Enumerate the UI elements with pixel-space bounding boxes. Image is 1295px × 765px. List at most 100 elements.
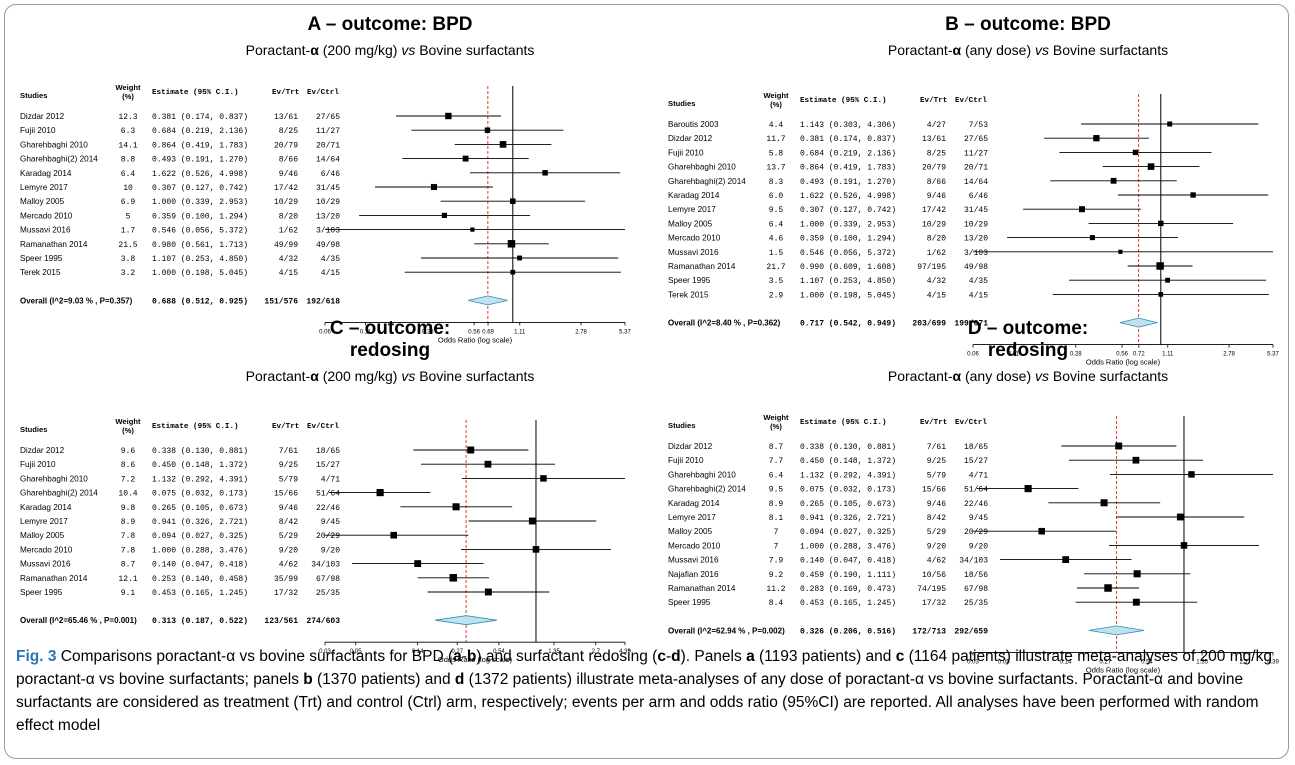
- header-weight: Weight: [115, 83, 141, 92]
- panel-title: D – outcome:: [967, 318, 1089, 339]
- events-ctrl: 4/15: [321, 269, 340, 278]
- events-trt: 35/99: [274, 575, 298, 584]
- forest-panel-b: B – outcome: BPD Poractant-α (any dose) …: [668, 12, 1283, 367]
- study-label: Karadag 2014: [668, 499, 720, 508]
- point-estimate-square: [517, 255, 523, 261]
- point-estimate-square: [1024, 485, 1032, 493]
- events-trt: 4/62: [279, 561, 298, 570]
- events-trt: 4/62: [927, 557, 946, 566]
- forest-panel-c: C – outcome: redosing Poractant-α (200 m…: [20, 318, 635, 664]
- events-ctrl: 34/103: [959, 557, 988, 566]
- x-tick-label: 0.72: [1133, 352, 1145, 358]
- events-trt: 20/79: [274, 141, 298, 150]
- overall-events-ctrl: 199/671: [954, 320, 988, 329]
- point-estimate-square: [507, 240, 516, 248]
- x-tick-label: 0.03: [967, 659, 979, 665]
- study-label: Malloy 2005: [20, 197, 65, 206]
- study-label: Speer 1995: [668, 598, 711, 607]
- x-tick-label: 1.35: [1196, 659, 1208, 665]
- events-ctrl: 9/20: [321, 546, 340, 555]
- panel-subtitle: Poractant-α (200 mg/kg) vs Bovine surfac…: [245, 42, 535, 58]
- x-tick-label: 0.27: [1099, 659, 1111, 665]
- figure-frame: [4, 4, 1289, 759]
- events-ctrl: 25/35: [316, 589, 340, 598]
- weight-value: 6.4: [769, 220, 784, 229]
- weight-value: 7.8: [121, 546, 136, 555]
- weight-value: 9.2: [769, 571, 784, 580]
- point-estimate-square: [1089, 235, 1095, 241]
- events-trt: 13/61: [274, 113, 298, 122]
- forest-panel-a: A – outcome: BPD Poractant-α (200 mg/kg)…: [20, 12, 635, 344]
- estimate-value: 0.338 (0.130, 0.881): [800, 443, 896, 452]
- study-label: Fujii 2010: [668, 456, 704, 465]
- point-estimate-square: [1190, 192, 1196, 198]
- events-trt: 9/46: [927, 500, 946, 509]
- caption-fig-label: Fig. 3: [16, 648, 57, 665]
- weight-value: 6.3: [121, 127, 136, 136]
- events-trt: 20/79: [922, 164, 946, 173]
- weight-value: 7: [774, 528, 779, 537]
- weight-value: 11.2: [766, 585, 785, 594]
- weight-value: 9.6: [121, 447, 136, 456]
- events-ctrl: 15/27: [316, 461, 340, 470]
- point-estimate-square: [1062, 556, 1070, 563]
- events-ctrl: 20/71: [964, 164, 988, 173]
- point-estimate-square: [390, 531, 398, 539]
- estimate-value: 0.283 (0.169, 0.473): [800, 585, 896, 594]
- header-ev-trt: Ev/Trt: [920, 419, 947, 427]
- events-ctrl: 18/56: [964, 571, 988, 580]
- study-label: Fujii 2010: [20, 460, 56, 469]
- estimate-value: 0.094 (0.027, 0.325): [152, 532, 248, 541]
- point-estimate-square: [1104, 584, 1112, 592]
- estimate-value: 0.307 (0.127, 0.742): [152, 184, 248, 193]
- estimate-value: 1.143 (0.303, 4.306): [800, 121, 896, 130]
- events-trt: 49/99: [274, 241, 298, 250]
- panel-subtitle: Poractant-α (any dose) vs Bovine surfact…: [887, 368, 1169, 384]
- estimate-value: 0.980 (0.561, 1.713): [152, 241, 248, 250]
- header-weight: Weight: [763, 413, 789, 422]
- header-ev-ctrl: Ev/Ctrl: [307, 423, 339, 431]
- study-label: Gharehbaghi 2010: [20, 140, 88, 149]
- events-ctrl: 22/46: [316, 504, 340, 513]
- weight-value: 3.5: [769, 277, 784, 286]
- x-tick-label: 1.11: [1162, 352, 1174, 358]
- weight-value: 7.2: [121, 475, 136, 484]
- overall-estimate: 0.313 (0.187, 0.522): [152, 617, 248, 626]
- events-ctrl: 34/103: [311, 561, 340, 570]
- x-tick-label: 0.14: [1060, 659, 1072, 665]
- header-studies: Studies: [668, 99, 695, 108]
- weight-value: 8.7: [769, 443, 784, 452]
- study-label: Ramanathan 2014: [20, 240, 88, 249]
- estimate-value: 0.381 (0.174, 0.837): [800, 135, 896, 144]
- overall-label: Overall (I^2=62.94 % , P=0.002): [668, 626, 785, 635]
- x-axis-label: Odds Ratio (log scale): [1086, 358, 1161, 367]
- study-label: Lemyre 2017: [668, 205, 716, 214]
- estimate-value: 0.493 (0.191, 1.270): [800, 178, 896, 187]
- point-estimate-square: [376, 489, 384, 497]
- study-label: Gharehbaghi 2010: [668, 163, 736, 172]
- estimate-value: 0.140 (0.047, 0.418): [152, 561, 248, 570]
- overall-events-ctrl: 274/603: [306, 617, 340, 626]
- estimate-value: 0.450 (0.148, 1.372): [800, 457, 896, 466]
- study-label: Dizdar 2012: [20, 112, 65, 121]
- weight-value: 6.4: [121, 170, 136, 179]
- events-trt: 10/29: [274, 198, 298, 207]
- events-ctrl: 51/64: [316, 490, 340, 499]
- estimate-value: 1.107 (0.253, 4.850): [152, 255, 248, 264]
- point-estimate-square: [1100, 499, 1108, 507]
- events-trt: 7/61: [279, 447, 298, 456]
- study-label: Speer 1995: [20, 254, 63, 263]
- events-ctrl: 10/29: [964, 220, 988, 229]
- x-tick-label: 2.78: [575, 329, 587, 335]
- point-estimate-square: [532, 546, 540, 553]
- overall-label: Overall (I^2=9.03 % , P=0.357): [20, 296, 133, 305]
- events-trt: 1/62: [279, 227, 298, 236]
- events-trt: 10/56: [922, 571, 946, 580]
- panel-subtitle: Poractant-α (any dose) vs Bovine surfact…: [887, 42, 1169, 58]
- events-trt: 8/25: [927, 149, 946, 158]
- weight-value: 8.8: [121, 156, 136, 165]
- point-estimate-square: [1180, 542, 1188, 549]
- weight-value: 9.5: [769, 206, 784, 215]
- events-trt: 8/66: [927, 178, 946, 187]
- pooled-diamond: [435, 615, 497, 626]
